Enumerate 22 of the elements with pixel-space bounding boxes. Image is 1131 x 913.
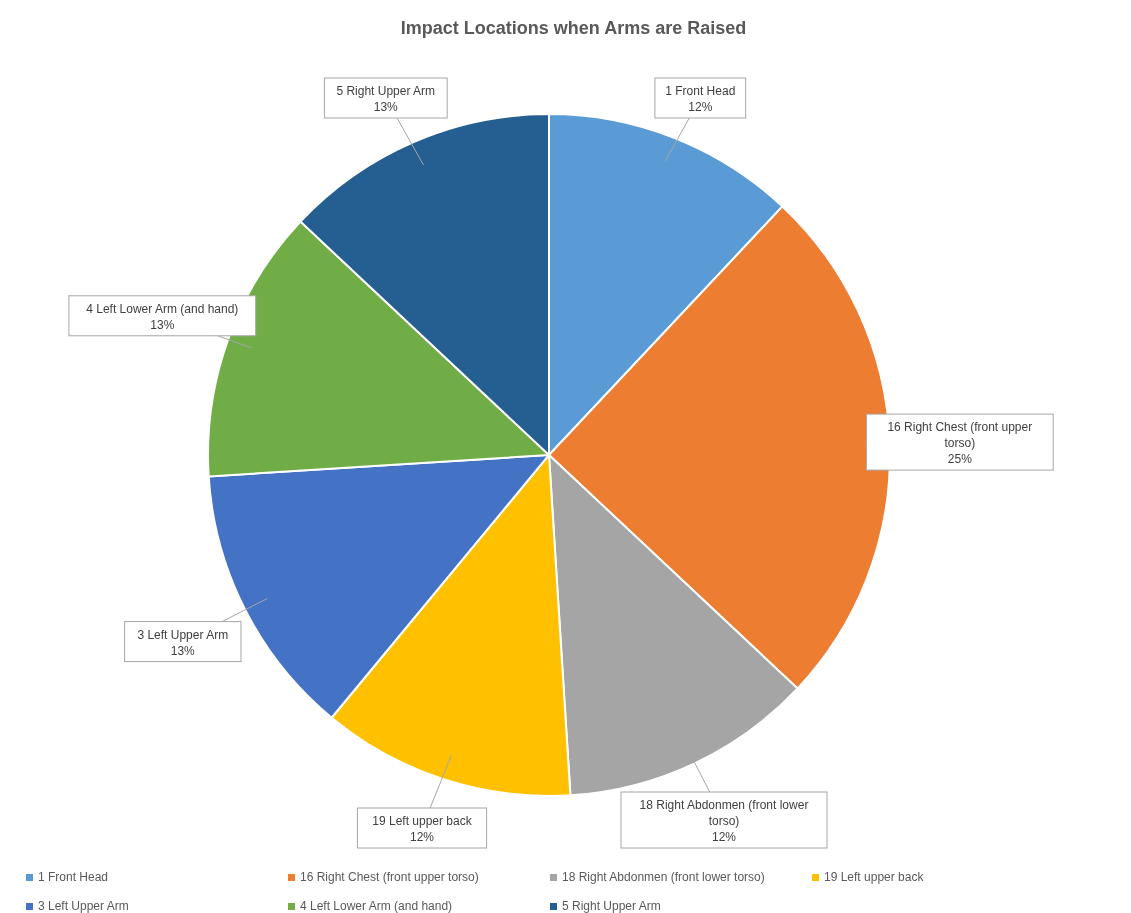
legend-label: 3 Left Upper Arm xyxy=(38,899,129,913)
slice-label: 19 Left upper back xyxy=(372,814,473,828)
slice-label: 3 Left Upper Arm xyxy=(137,627,229,642)
slice-label: 5 Right Upper Arm xyxy=(336,84,436,98)
legend-label: 1 Front Head xyxy=(38,870,109,884)
legend-label: 18 Right Abdonmen (front lower torso) xyxy=(562,870,765,884)
data-label: 12% xyxy=(711,830,737,844)
slice-label: 16 Right Chest (front upper torso) xyxy=(887,420,1033,451)
legend-label: 5 Right Upper Arm xyxy=(562,899,661,913)
data-label: 13% xyxy=(150,317,175,332)
data-label: 12% xyxy=(688,100,713,114)
legend-label: 19 Left upper back xyxy=(824,870,925,884)
slice-label: 4 Left Lower Arm (and hand) xyxy=(86,301,239,316)
chart-title: Impact Locations when Arms are Raised xyxy=(400,18,747,38)
legend-label: 16 Right Chest (front upper torso) xyxy=(300,870,479,884)
slice-label: 18 Right Abdonmen (front lower torso) xyxy=(639,798,809,828)
legend-label: 4 Left Lower Arm (and hand) xyxy=(300,899,453,913)
slice-label: 1 Front Head xyxy=(665,84,736,98)
data-label: 25% xyxy=(947,452,973,467)
data-label: 13% xyxy=(373,100,399,114)
data-label: 12% xyxy=(409,830,435,844)
data-label: 13% xyxy=(170,643,196,658)
